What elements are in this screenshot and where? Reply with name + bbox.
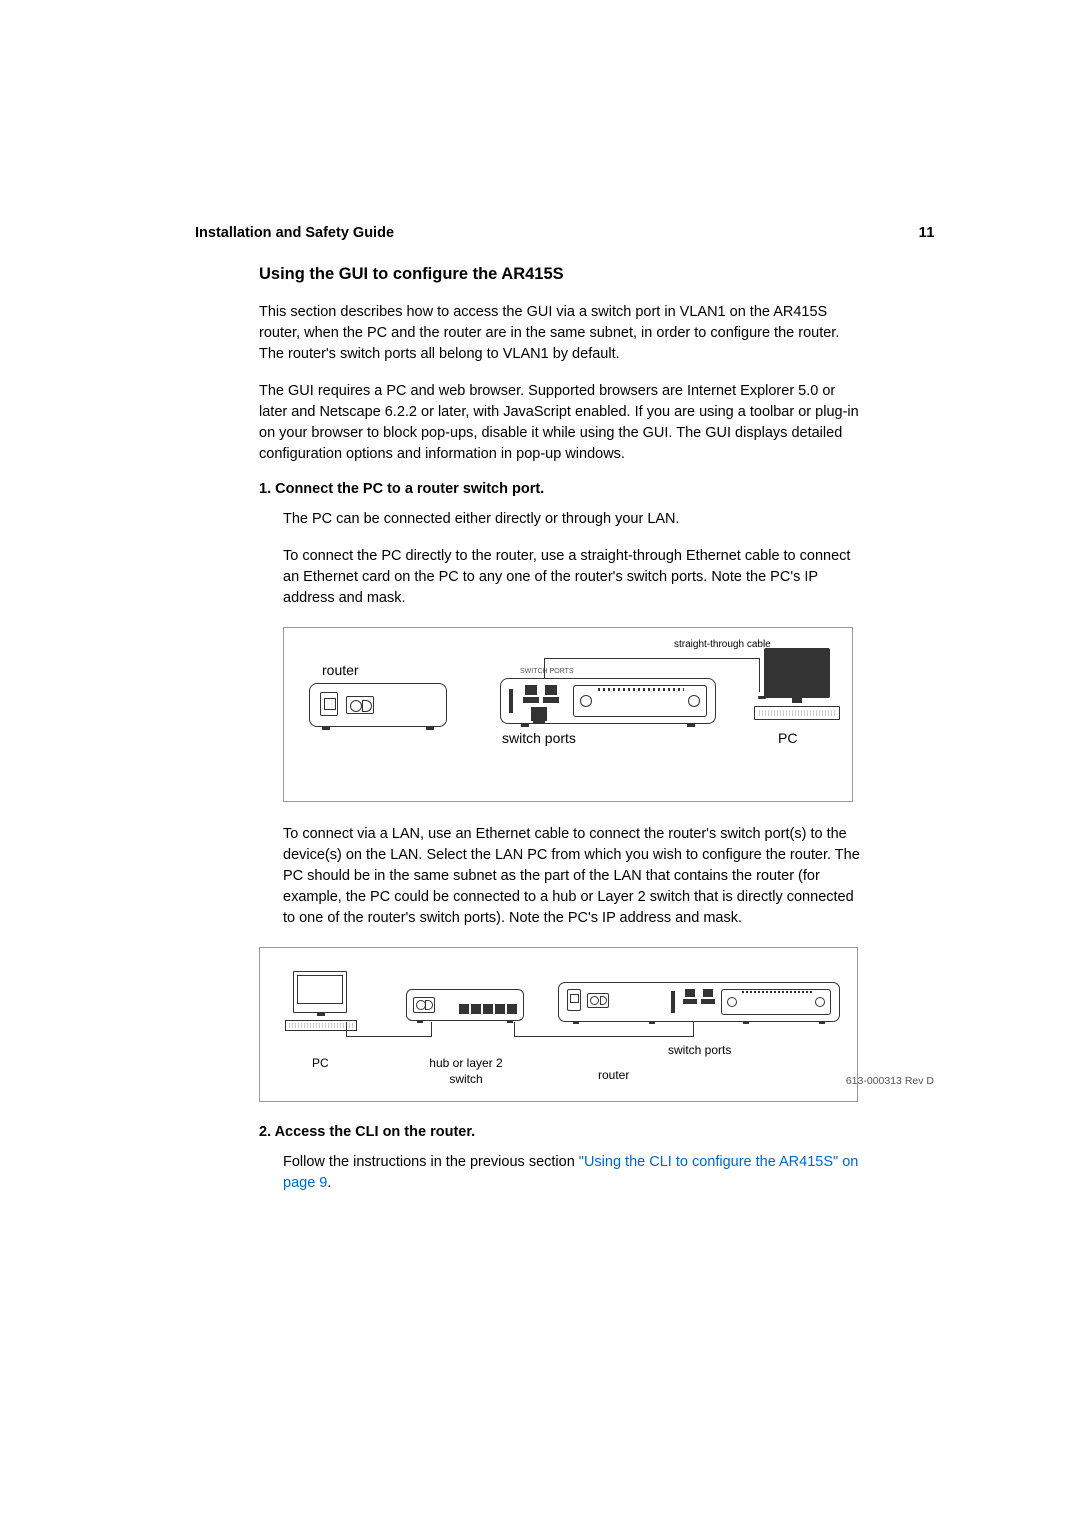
d2-router-icon	[558, 982, 840, 1022]
footer-revision: 613-000313 Rev D	[846, 1075, 934, 1087]
diagram2-switchports-label: switch ports	[668, 1043, 731, 1057]
page-number: 11	[919, 225, 935, 241]
diagram-lan-connection: PC hub or layer 2 switch router switch p…	[259, 947, 858, 1102]
diagram1-switchports-label: switch ports	[502, 730, 576, 746]
router-front-icon	[309, 683, 447, 727]
diagram-direct-connection: router SWITCH PORTS straight-through cab…	[283, 627, 853, 802]
d2-cable-1-icon	[346, 1036, 432, 1037]
monitor-icon	[764, 648, 830, 698]
diagram2-pc-label: PC	[312, 1056, 329, 1070]
doc-title: Installation and Safety Guide	[195, 225, 394, 241]
step-2-text: Follow the instructions in the previous …	[259, 1152, 865, 1194]
diagram1-pc-label: PC	[778, 730, 797, 746]
step-2-pre: Follow the instructions in the previous …	[283, 1154, 579, 1170]
d2-monitor-icon	[293, 971, 347, 1013]
hub-icon	[406, 989, 524, 1021]
diagram1-router-label: router	[322, 662, 359, 678]
step-2-post: .	[327, 1175, 331, 1191]
section-heading: Using the GUI to configure the AR415S	[259, 265, 865, 284]
monitor-button-icon	[758, 696, 766, 699]
diagram2-hub-label: hub or layer 2 switch	[423, 1056, 509, 1087]
step-1-heading: 1. Connect the PC to a router switch por…	[259, 481, 865, 497]
step-1-p2: To connect the PC directly to the router…	[259, 546, 865, 609]
step-1-p1: The PC can be connected either directly …	[259, 509, 865, 530]
diagram2-router-label: router	[598, 1068, 629, 1082]
step-2-heading: 2. Access the CLI on the router.	[259, 1124, 865, 1140]
d2-cable-2-icon	[514, 1036, 694, 1037]
keyboard-icon	[754, 706, 840, 720]
intro-paragraph-2: The GUI requires a PC and web browser. S…	[259, 381, 865, 465]
diagram1-cable-label: straight-through cable	[674, 639, 771, 650]
cable-line-icon	[544, 658, 760, 688]
intro-paragraph-1: This section describes how to access the…	[259, 302, 865, 365]
step-1-p3: To connect via a LAN, use an Ethernet ca…	[259, 824, 865, 929]
